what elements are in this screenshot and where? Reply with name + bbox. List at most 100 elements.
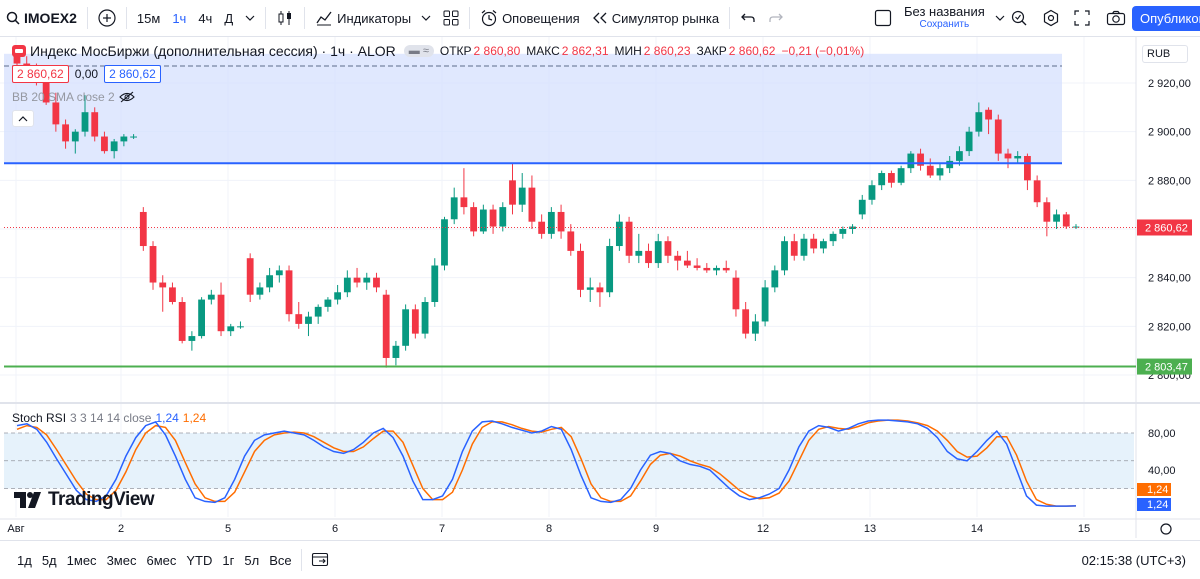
divider — [304, 7, 306, 29]
interval-15m[interactable]: 15м — [136, 10, 161, 26]
chevron-up-icon — [18, 115, 28, 121]
rewind-icon — [592, 12, 607, 24]
axes: 2 920,002 900,002 880,002 860,002 840,00… — [7, 78, 1192, 535]
candle-body — [188, 336, 196, 341]
candle-body — [771, 270, 779, 288]
bb-indicator-label: BB 20 SMA close 2 — [12, 90, 115, 104]
save-link[interactable]: Сохранить — [919, 19, 970, 30]
candle-body — [518, 187, 526, 205]
indicators-button[interactable]: Индикаторы — [309, 0, 437, 37]
goto-date-button[interactable] — [306, 551, 334, 570]
candle-body — [489, 209, 497, 227]
candle-body — [1053, 214, 1060, 222]
axis-settings-icon — [1160, 523, 1172, 535]
series-title[interactable]: Индекс МосБиржи (дополнительная сессия) … — [30, 43, 396, 59]
candle-body — [62, 124, 69, 142]
candle-body — [674, 255, 682, 261]
candle-body — [363, 277, 371, 283]
candle-body — [246, 258, 254, 295]
candle-body — [52, 102, 60, 125]
candle-body — [1024, 156, 1031, 181]
candle-body — [654, 241, 662, 264]
range-5y[interactable]: 5л — [244, 552, 260, 568]
low-value: 2 860,23 — [643, 44, 691, 58]
bollinger-band-fill — [4, 53, 1062, 164]
range-3m[interactable]: 3мес — [106, 552, 137, 568]
spread-value: 0,00 — [74, 67, 99, 81]
time-tick-label: 13 — [864, 523, 876, 535]
symbol-name: IMOEX2 — [24, 10, 77, 26]
candle-body — [266, 275, 274, 288]
interval-1h[interactable]: 1ч — [172, 10, 187, 26]
search-icon — [6, 11, 20, 25]
clock[interactable]: 02:15:38 (UTC+3) — [1081, 553, 1186, 568]
collapse-legend-button[interactable] — [12, 110, 34, 127]
replay-button[interactable]: Симулятор рынка — [586, 0, 725, 37]
candle-body — [1043, 202, 1051, 222]
candle-body — [402, 309, 410, 346]
quick-search-button[interactable] — [1004, 0, 1034, 37]
range-6m[interactable]: 6мес — [146, 552, 177, 568]
range-ytd[interactable]: YTD — [186, 552, 213, 568]
candle-body — [742, 309, 750, 334]
templates-button[interactable] — [437, 0, 465, 37]
range-1d[interactable]: 1д — [17, 552, 32, 568]
candle-body — [207, 294, 215, 300]
candle-body — [781, 241, 788, 271]
bands — [4, 53, 1062, 164]
settings-button[interactable] — [1036, 0, 1066, 37]
time-tick-label: 7 — [439, 523, 445, 535]
stoch-legend[interactable]: Stoch RSI 3 3 14 14 close 1,24 1,24 — [12, 411, 206, 425]
indicators-icon — [316, 11, 332, 26]
bb-legend[interactable]: BB 20 SMA close 2 — [12, 90, 135, 104]
compare-button[interactable] — [92, 0, 122, 37]
candle-body — [479, 209, 487, 232]
candle-body — [169, 287, 176, 302]
layout-menu[interactable]: Без названия Сохранить — [868, 0, 1011, 37]
range-1m[interactable]: 1мес — [66, 552, 97, 568]
range-1y[interactable]: 1г — [222, 552, 235, 568]
interval-1d[interactable]: Д — [224, 10, 234, 26]
publish-button[interactable]: Опубликов — [1132, 6, 1200, 31]
candle-body — [42, 83, 50, 103]
candle-body — [285, 270, 293, 315]
low-label: МИН — [614, 44, 642, 58]
eye-off-icon[interactable] — [118, 91, 135, 103]
candle-body — [71, 131, 79, 142]
fullscreen-button[interactable] — [1068, 0, 1096, 37]
candle-body — [314, 306, 322, 317]
buy-price-button[interactable]: 2 860,62 — [104, 65, 161, 83]
candle-body — [985, 109, 992, 120]
alerts-button[interactable]: Оповещения — [474, 0, 586, 37]
sell-price-button[interactable]: 2 860,62 — [12, 65, 69, 83]
chart-canvas[interactable]: 2 920,00 2 900,00 2 880,00 2 8 6 0,00 2 840,00… — [0, 37, 1200, 538]
candle-body — [645, 250, 652, 264]
range-all[interactable]: Все — [269, 552, 292, 568]
interval-4h[interactable]: 4ч — [198, 10, 213, 26]
currency-selector[interactable]: RUB — [1142, 45, 1188, 63]
candle-body — [664, 241, 672, 256]
snapshot-button[interactable] — [1100, 0, 1132, 37]
candle-body — [888, 173, 895, 183]
interval-dropdown[interactable] — [239, 0, 261, 37]
replay-label: Симулятор рынка — [611, 10, 720, 26]
symbol-search[interactable]: IMOEX2 — [0, 0, 83, 37]
tradingview-logo[interactable]: TradingView — [14, 489, 155, 511]
session-pill[interactable]: ▬ ≈ — [403, 45, 434, 57]
candle-body — [713, 267, 720, 271]
candle-body — [227, 326, 235, 332]
candle-body — [577, 250, 584, 290]
candle-body — [858, 199, 866, 215]
chart-type-button[interactable] — [270, 0, 300, 37]
redo-button[interactable] — [762, 0, 790, 37]
candle-body — [606, 246, 614, 293]
calendar-icon — [311, 552, 328, 566]
camera-icon — [1106, 10, 1126, 26]
high-label: МАКС — [526, 44, 560, 58]
undo-button[interactable] — [734, 0, 762, 37]
time-tick-label: 15 — [1078, 523, 1090, 535]
open-label: ОТКР — [439, 44, 472, 58]
candle-body — [790, 241, 798, 256]
chart-area[interactable]: 2 920,00 2 900,00 2 880,00 2 8 6 0,00 2 840,00… — [0, 37, 1200, 538]
range-5d[interactable]: 5д — [41, 552, 57, 568]
